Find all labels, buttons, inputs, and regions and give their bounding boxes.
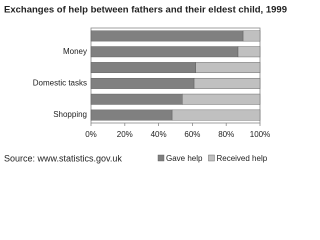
x-tick-label: 0%	[85, 130, 97, 139]
legend-swatch	[157, 154, 165, 162]
x-tick-label: 60%	[184, 130, 200, 139]
bar-segment	[90, 93, 183, 105]
bar-segment	[242, 30, 261, 42]
y-tick-label: Shopping	[53, 110, 87, 119]
bar-segment	[90, 46, 239, 58]
bar-segment	[90, 30, 244, 42]
bar-segment	[182, 93, 261, 105]
y-tick-label: Domestic tasks	[33, 79, 87, 88]
x-tick-label: 40%	[151, 130, 167, 139]
bar-segment	[90, 77, 195, 89]
bar-segment	[237, 46, 261, 58]
x-tick-label: 100%	[250, 130, 270, 139]
chart: Exchanges of help between fathers and th…	[4, 5, 287, 164]
source: Source: www.statistics.gov.uk	[4, 153, 122, 163]
x-tick-label: 20%	[117, 130, 133, 139]
legend-label: Received help	[216, 154, 267, 163]
bar-segment	[193, 77, 261, 89]
chart-title: Exchanges of help between fathers and th…	[4, 5, 287, 16]
x-tick-label: 80%	[218, 130, 234, 139]
y-tick-label: Money	[63, 47, 87, 56]
bar-segment	[195, 62, 261, 74]
bar-segment	[171, 109, 261, 121]
bar-segment	[90, 62, 196, 74]
bar-segment	[90, 109, 173, 121]
plot-frame	[90, 27, 261, 124]
legend-label: Gave help	[166, 154, 203, 163]
legend-swatch	[208, 154, 215, 162]
